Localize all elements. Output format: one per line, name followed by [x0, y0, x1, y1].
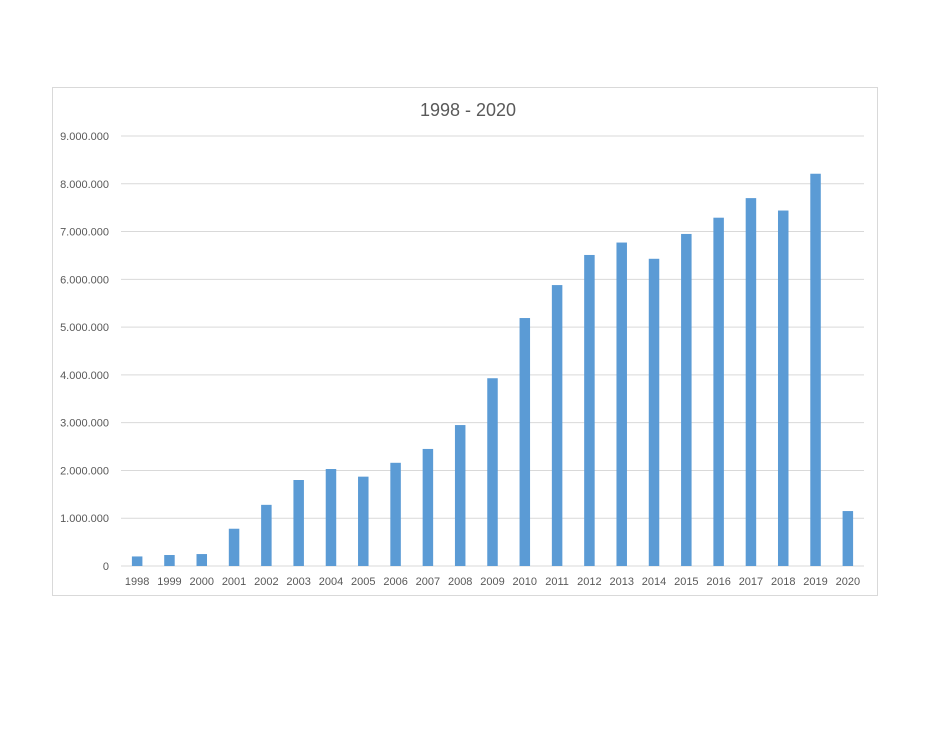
y-tick-label: 2.000.000	[60, 465, 109, 477]
y-axis-tick-labels: 0 1.000.000 2.000.000 3.000.000 4.000.000 5.0…	[60, 131, 109, 573]
y-tick-label: 1.000.000	[60, 513, 109, 525]
bar-2010	[519, 318, 531, 566]
x-tick-label: 2000	[190, 576, 214, 588]
bar-2003	[293, 480, 304, 566]
x-tick-label: 2017	[739, 576, 763, 588]
bar-2018	[777, 210, 789, 567]
bar-1998	[131, 556, 143, 566]
bar-2013	[616, 242, 627, 567]
y-tick-label: 7.000.000	[60, 227, 109, 239]
x-tick-label: 2011	[545, 576, 569, 588]
x-tick-label: 2001	[222, 576, 246, 588]
x-tick-label: 2018	[771, 576, 795, 588]
x-tick-label: 2012	[577, 576, 601, 588]
bar-2014	[648, 258, 660, 566]
bar-2002	[261, 504, 272, 566]
y-tick-label: 3.000.000	[60, 418, 109, 430]
bar-2006	[390, 462, 401, 566]
y-tick-label: 9.000.000	[60, 131, 109, 143]
x-tick-label: 1998	[125, 576, 149, 588]
x-tick-label: 2003	[286, 576, 310, 588]
bar-2020	[842, 511, 854, 566]
x-tick-label: 2005	[351, 576, 375, 588]
bar-2008	[454, 425, 466, 566]
x-tick-label: 2019	[803, 576, 827, 588]
bar-2007	[422, 448, 434, 566]
bar-2005	[358, 476, 369, 566]
bar-2012	[584, 254, 595, 566]
bar-2016	[713, 217, 724, 566]
x-tick-label: 2008	[448, 576, 472, 588]
x-tick-label: 2004	[319, 576, 343, 588]
x-tick-label: 2016	[706, 576, 730, 588]
bar-2001	[228, 528, 240, 566]
bar-2011	[551, 285, 563, 566]
x-tick-label: 2002	[254, 576, 278, 588]
x-tick-label: 2013	[609, 576, 633, 588]
bar-2017	[745, 198, 757, 566]
y-tick-label: 6.000.000	[60, 274, 109, 286]
bar-2000	[196, 554, 208, 566]
bar-2009	[487, 378, 498, 566]
y-tick-label: 4.000.000	[60, 370, 109, 382]
x-tick-label: 2009	[480, 576, 504, 588]
bar-2015	[681, 233, 692, 566]
y-tick-label: 0	[103, 561, 109, 573]
x-tick-label: 2010	[513, 576, 537, 588]
x-tick-label: 2007	[416, 576, 440, 588]
bar-2004	[325, 469, 337, 566]
x-tick-label: 2014	[642, 576, 666, 588]
x-tick-label: 2006	[383, 576, 407, 588]
bar-2019	[810, 173, 821, 566]
x-tick-label: 2015	[674, 576, 698, 588]
bar-1999	[164, 555, 175, 566]
chart-title: 1998 - 2020	[420, 100, 516, 120]
x-axis-tick-labels: 1998 1999 2000 2001 2002 2003 2004 2005 2006 2007…	[125, 576, 860, 588]
bars	[131, 173, 854, 567]
x-tick-label: 1999	[157, 576, 181, 588]
gridlines	[121, 135, 864, 567]
y-tick-label: 5.000.000	[60, 322, 109, 334]
y-tick-label: 8.000.000	[60, 179, 109, 191]
x-tick-label: 2020	[836, 576, 860, 588]
